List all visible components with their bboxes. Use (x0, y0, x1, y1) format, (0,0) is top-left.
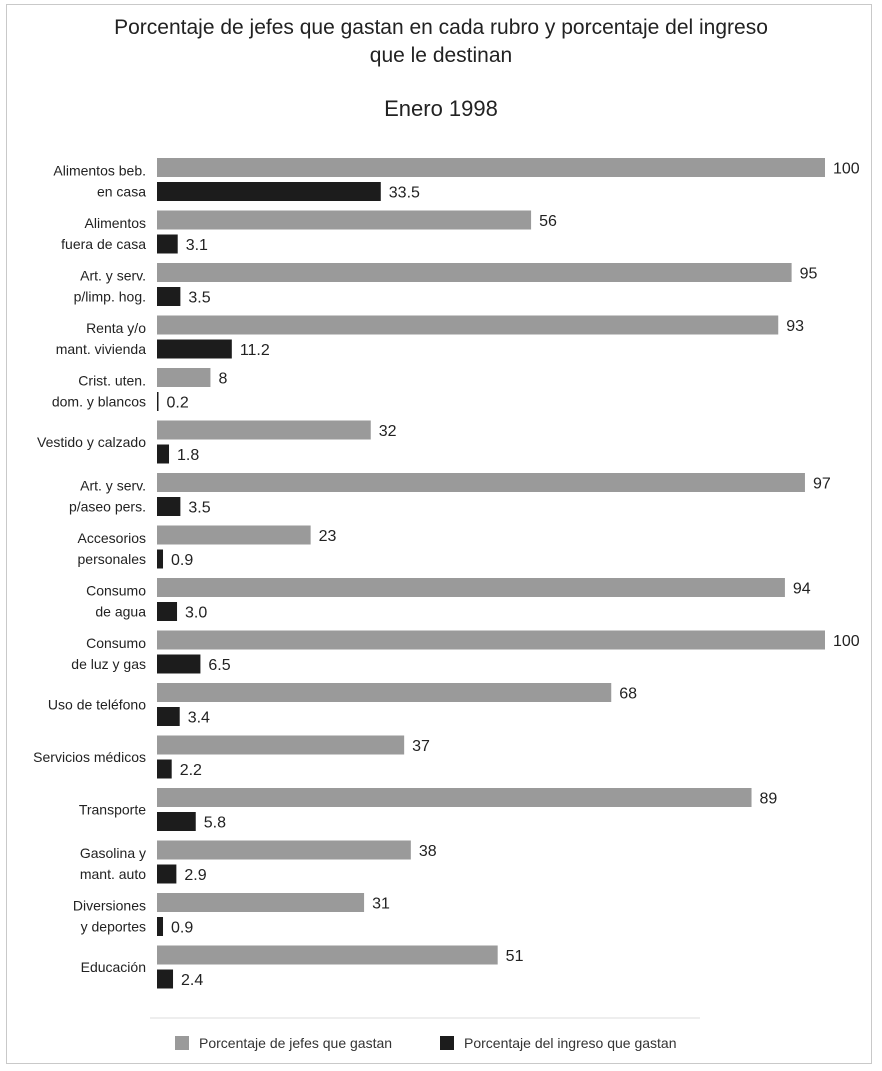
bar-ingreso (157, 497, 181, 516)
bar-ingreso (157, 759, 172, 779)
bar-jefes (157, 210, 532, 230)
bar-jefes (157, 893, 365, 912)
data-label-ingreso: 5.8 (204, 815, 226, 832)
data-label-ingreso: 6.5 (208, 657, 230, 674)
bar-ingreso (157, 654, 201, 674)
chart-frame (6, 4, 872, 1064)
data-label-jefes: 94 (793, 581, 811, 598)
data-label-ingreso: 0.9 (171, 552, 193, 569)
bar-jefes (157, 158, 825, 177)
data-label-ingreso: 1.8 (177, 447, 199, 464)
data-label-jefes: 89 (760, 791, 778, 808)
data-label-ingreso: 0.2 (167, 395, 189, 412)
bar-jefes (157, 315, 779, 335)
data-label-jefes: 100 (833, 161, 860, 178)
bar-jefes (157, 473, 805, 492)
bar-ingreso (157, 392, 159, 411)
bar-jefes (157, 840, 411, 860)
chart-title-line-2: que le destinan (369, 44, 513, 67)
category-label: Consumo de agua (86, 583, 146, 620)
data-label-jefes: 93 (786, 318, 804, 335)
bar-jefes (157, 263, 792, 282)
legend-swatch-ingreso (440, 1036, 454, 1050)
category-label: Crist. uten. dom. y blancos (52, 373, 146, 410)
category-label: Transporte (79, 802, 146, 818)
data-label-jefes: 95 (800, 266, 818, 283)
category-label: Uso de teléfono (48, 697, 146, 713)
bar-ingreso (157, 602, 178, 621)
data-label-ingreso: 2.9 (184, 867, 206, 884)
legend-label-ingreso: Porcentaje del ingreso que gastan (464, 1035, 676, 1051)
bar-ingreso (157, 864, 177, 884)
bar-jefes (157, 945, 498, 965)
bar-ingreso (157, 339, 232, 359)
category-label: Renta y/o mant. vivienda (56, 320, 146, 357)
legend-swatch-jefes (175, 1036, 189, 1050)
bar-ingreso (157, 707, 180, 726)
data-label-ingreso: 3.0 (185, 605, 207, 622)
data-label-ingreso: 3.4 (188, 710, 210, 727)
category-label: Diversiones y deportes (73, 898, 146, 935)
chart-title-line-1: Porcentaje de jefes que gastan en cada r… (114, 16, 768, 39)
data-label-jefes: 23 (319, 528, 337, 545)
data-label-ingreso: 2.2 (180, 762, 202, 779)
data-label-ingreso: 2.4 (181, 972, 203, 989)
bar-jefes (157, 788, 752, 807)
data-label-jefes: 38 (419, 843, 437, 860)
category-label: Alimentos beb. en casa (53, 163, 146, 200)
data-label-jefes: 100 (833, 633, 860, 650)
bar-ingreso (157, 444, 170, 464)
bar-ingreso (157, 917, 164, 936)
bar-jefes (157, 630, 825, 650)
legend-label-jefes: Porcentaje de jefes que gastan (199, 1035, 392, 1051)
category-label: Accesorios personales (78, 530, 147, 567)
bar-ingreso (157, 969, 174, 989)
data-label-jefes: 68 (619, 686, 637, 703)
category-label: Vestido y calzado (37, 434, 146, 450)
data-label-jefes: 8 (218, 371, 227, 388)
bar-ingreso (157, 812, 196, 831)
category-label: Gasolina y mant. auto (80, 845, 146, 882)
data-label-ingreso: 33.5 (389, 185, 420, 202)
bar-jefes (157, 578, 785, 597)
bar-jefes (157, 525, 311, 545)
bar-jefes (157, 735, 405, 755)
data-label-jefes: 97 (813, 476, 831, 493)
data-label-ingreso: 3.1 (186, 237, 208, 254)
bar-ingreso (157, 549, 164, 569)
data-label-jefes: 31 (372, 896, 390, 913)
data-label-jefes: 51 (506, 948, 524, 965)
bar-ingreso (157, 287, 181, 306)
data-label-jefes: 37 (412, 738, 430, 755)
category-label: Consumo de luz y gas (71, 635, 146, 672)
data-label-ingreso: 3.5 (188, 290, 210, 307)
bar-ingreso (157, 182, 381, 201)
data-label-jefes: 56 (539, 213, 557, 230)
category-label: Servicios médicos (33, 749, 146, 765)
category-label: Educación (81, 959, 146, 975)
category-label: Alimentos fuera de casa (61, 215, 146, 252)
data-label-ingreso: 0.9 (171, 920, 193, 937)
bar-jefes (157, 683, 612, 702)
bar-jefes (157, 368, 211, 387)
category-label: Art. y serv. p/limp. hog. (74, 268, 146, 305)
category-label: Art. y serv. p/aseo pers. (69, 478, 146, 515)
data-label-ingreso: 3.5 (188, 500, 210, 517)
data-label-jefes: 32 (379, 423, 397, 440)
bar-ingreso (157, 234, 178, 254)
chart-subtitle: Enero 1998 (384, 96, 498, 121)
bar-jefes (157, 420, 371, 440)
data-label-ingreso: 11.2 (240, 342, 270, 359)
